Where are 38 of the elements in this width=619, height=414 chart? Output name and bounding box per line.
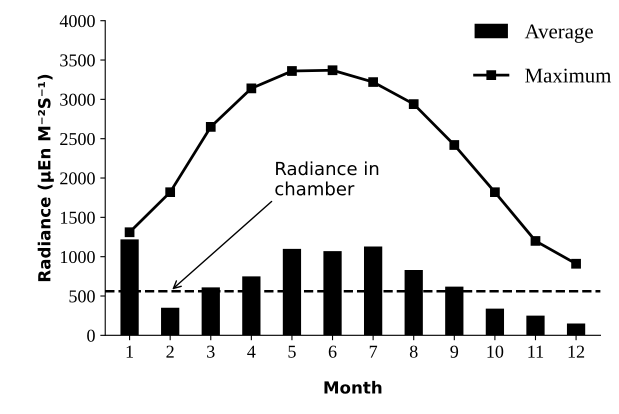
point (368, 77, 378, 87)
point (530, 236, 540, 246)
legend-label: Average (524, 24, 593, 43)
x-tick-label: 2 (166, 346, 174, 358)
x-tick-label: 7 (370, 346, 378, 358)
x-axis-title: Month (324, 380, 382, 394)
x-tick-label: 10 (487, 346, 504, 358)
x-tick-label: 5 (288, 346, 296, 358)
point (246, 83, 256, 94)
y-axis-title: Radiance (µEn M⁻²S⁻¹) (38, 74, 54, 282)
x-tick-label: 1 (126, 346, 134, 358)
point (490, 187, 500, 198)
y-tick-label: 500 (69, 290, 95, 302)
x-tick-label: 11 (528, 346, 544, 358)
x-tick-label: 12 (568, 346, 584, 358)
annotation: Radiance in chamber (275, 161, 378, 196)
y-tick-label: 2000 (60, 172, 95, 184)
y-tick-label: 3500 (60, 54, 95, 66)
x-tick-label: 9 (450, 346, 458, 358)
x-tick-label: 3 (207, 346, 215, 358)
y-tick-label: 0 (87, 330, 95, 342)
legend-label: Maximum (525, 68, 612, 83)
y-tick-label: 1000 (60, 250, 95, 264)
point (206, 122, 216, 132)
y-tick-label: 2500 (60, 132, 95, 146)
point (408, 99, 419, 109)
x-tick-label: 6 (328, 346, 337, 358)
x-tick-label: 4 (247, 346, 256, 358)
point (165, 187, 176, 198)
y-tick-label: 4000 (60, 14, 95, 28)
y-tick-label: 3000 (60, 94, 95, 106)
x-tick-label: 8 (410, 346, 418, 358)
point (571, 258, 581, 269)
y-tick-label: 1500 (60, 212, 95, 224)
point (328, 65, 338, 76)
point (449, 140, 460, 150)
point (287, 66, 297, 76)
point (124, 227, 134, 238)
